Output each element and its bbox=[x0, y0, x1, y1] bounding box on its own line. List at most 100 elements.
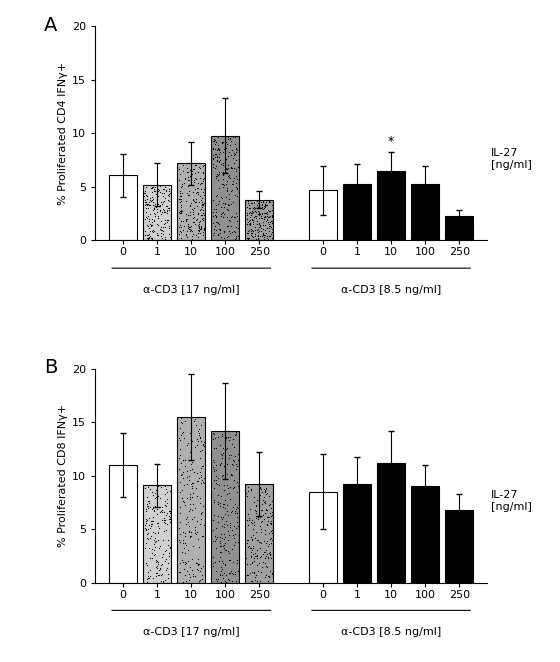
Point bbox=[251, 213, 260, 223]
Point bbox=[264, 528, 273, 538]
Point bbox=[253, 566, 262, 577]
Point bbox=[219, 443, 228, 453]
Point bbox=[228, 502, 237, 512]
Point bbox=[264, 575, 273, 586]
Point bbox=[267, 518, 276, 529]
Point bbox=[198, 174, 207, 185]
Point bbox=[212, 161, 221, 171]
Point bbox=[178, 485, 186, 495]
Point bbox=[175, 164, 184, 175]
Point bbox=[144, 232, 153, 243]
Point bbox=[242, 488, 251, 498]
Point bbox=[242, 228, 251, 238]
Point bbox=[221, 162, 230, 173]
Point bbox=[209, 434, 218, 444]
Point bbox=[266, 197, 275, 208]
Point bbox=[142, 516, 151, 526]
Point bbox=[152, 563, 161, 573]
Point bbox=[150, 549, 158, 560]
Point bbox=[163, 215, 172, 226]
Point bbox=[217, 561, 226, 572]
Point bbox=[227, 506, 236, 517]
Point bbox=[250, 491, 259, 502]
Point bbox=[178, 534, 187, 545]
Point bbox=[176, 434, 185, 445]
Point bbox=[244, 508, 253, 519]
Point bbox=[215, 547, 224, 557]
Point bbox=[210, 210, 219, 220]
Point bbox=[164, 189, 173, 199]
Point bbox=[199, 441, 208, 451]
Point bbox=[262, 231, 271, 242]
Point bbox=[148, 490, 157, 500]
Point bbox=[159, 184, 168, 195]
Point bbox=[266, 216, 275, 226]
Point bbox=[178, 418, 186, 429]
Point bbox=[217, 540, 226, 551]
Point bbox=[177, 205, 186, 216]
Point bbox=[212, 471, 221, 481]
Point bbox=[166, 508, 175, 518]
Point bbox=[155, 201, 164, 211]
Point bbox=[156, 502, 165, 513]
Point bbox=[218, 212, 227, 222]
Point bbox=[262, 484, 270, 495]
Point bbox=[165, 510, 174, 521]
Point bbox=[160, 515, 169, 526]
Point bbox=[228, 557, 237, 567]
Point bbox=[262, 216, 271, 226]
Point bbox=[151, 536, 160, 547]
Point bbox=[220, 209, 229, 219]
Point bbox=[248, 216, 257, 227]
Point bbox=[254, 207, 263, 217]
Point bbox=[220, 161, 229, 171]
Point bbox=[143, 528, 152, 538]
Point bbox=[218, 471, 227, 481]
Point bbox=[144, 220, 153, 231]
Point bbox=[251, 203, 260, 213]
Point bbox=[249, 197, 258, 207]
Point bbox=[223, 203, 232, 214]
Point bbox=[176, 457, 185, 468]
Point bbox=[244, 195, 253, 206]
Bar bbox=[309, 492, 337, 583]
Point bbox=[255, 201, 264, 211]
Point bbox=[184, 438, 193, 449]
Point bbox=[264, 197, 273, 207]
Point bbox=[255, 213, 264, 224]
Point bbox=[253, 195, 262, 206]
Point bbox=[222, 191, 231, 202]
Point bbox=[143, 229, 152, 240]
Bar bbox=[178, 417, 206, 583]
Point bbox=[233, 461, 242, 471]
Point bbox=[267, 218, 276, 228]
Point bbox=[254, 222, 263, 232]
Point bbox=[260, 233, 269, 244]
Point bbox=[186, 451, 195, 461]
Point bbox=[147, 226, 156, 236]
Point bbox=[146, 193, 155, 204]
Point bbox=[195, 216, 204, 227]
Point bbox=[195, 197, 204, 208]
Point bbox=[246, 224, 255, 234]
Point bbox=[263, 536, 272, 546]
Point bbox=[249, 207, 258, 217]
Point bbox=[197, 509, 206, 520]
Point bbox=[214, 156, 223, 166]
Point bbox=[199, 161, 208, 171]
Point bbox=[255, 505, 264, 516]
Point bbox=[253, 576, 262, 587]
Point bbox=[193, 225, 202, 236]
Point bbox=[251, 206, 260, 216]
Point bbox=[227, 185, 236, 196]
Point bbox=[162, 498, 171, 509]
Point bbox=[250, 505, 259, 516]
Point bbox=[187, 436, 196, 446]
Point bbox=[149, 504, 158, 515]
Point bbox=[213, 190, 222, 201]
Point bbox=[230, 162, 239, 173]
Point bbox=[217, 449, 226, 459]
Point bbox=[222, 142, 231, 153]
Point bbox=[143, 200, 152, 211]
Point bbox=[254, 227, 263, 238]
